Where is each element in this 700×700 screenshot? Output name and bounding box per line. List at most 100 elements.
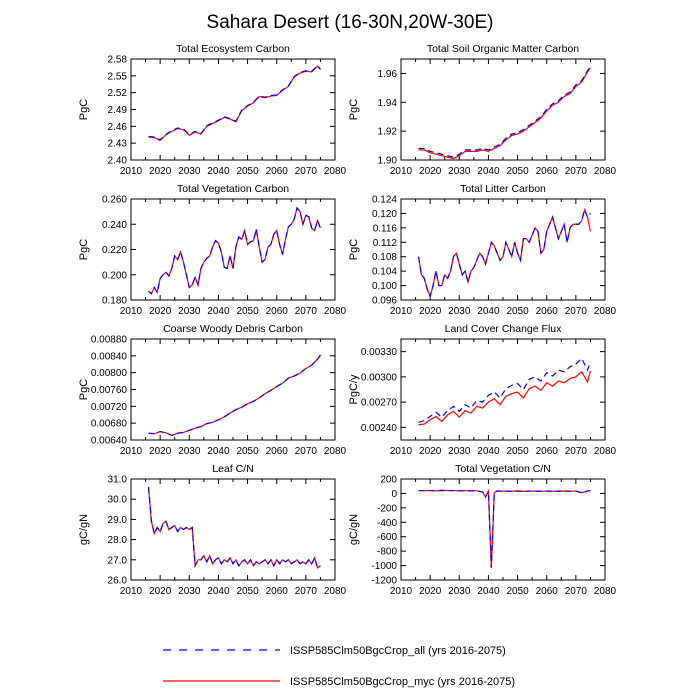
x-tick-label: 2030 — [178, 306, 201, 317]
y-tick-label: 200 — [380, 475, 397, 486]
plot-frame — [400, 198, 606, 301]
panel-title: Land Cover Change Flux — [445, 323, 562, 335]
x-tick-label: 2060 — [536, 166, 559, 177]
x-tick-label: 2060 — [266, 446, 289, 457]
series-line-all — [418, 357, 591, 423]
x-tick-label: 2020 — [149, 166, 172, 177]
y-tick-label: 1.92 — [378, 127, 398, 138]
y-tick-label: -200 — [377, 503, 397, 514]
x-tick-label: 2060 — [266, 306, 289, 317]
x-tick-label: 2010 — [390, 166, 413, 177]
y-tick-label: 0.120 — [372, 209, 397, 220]
series-line-myc — [147, 487, 321, 569]
panel-4: Coarse Woody Debris Carbon PgC 2010 2020 203… — [78, 323, 347, 457]
y-tick-label: 0.096 — [372, 296, 397, 307]
series-line-all — [418, 488, 591, 568]
x-tick-label: 2050 — [236, 586, 259, 597]
y-tick-label: 0.104 — [372, 267, 397, 278]
y-tick-label: -400 — [377, 518, 397, 529]
x-tick-label: 2060 — [266, 586, 289, 597]
panel-1: Total Soil Organic Matter Carbon PgC 2010 2… — [348, 43, 617, 177]
x-tick-label: 2010 — [120, 166, 143, 177]
panel-3: Total Litter Carbon PgC 2010 2020 2030 2040 20… — [348, 183, 617, 317]
panel-7: Total Vegetation C/N gC/gN 2010 2020 2030 204… — [348, 463, 617, 597]
x-tick-label: 2030 — [178, 166, 201, 177]
panel-title: Leaf C/N — [212, 463, 253, 475]
panel-0: Total Ecosystem Carbon PgC 2010 2020 2030 204… — [78, 43, 347, 177]
x-tick-label: 2010 — [390, 306, 413, 317]
x-tick-label: 2070 — [565, 166, 588, 177]
x-tick-label: 2070 — [565, 586, 588, 597]
x-tick-label: 2040 — [207, 586, 230, 597]
y-tick-label: 2.52 — [108, 88, 128, 99]
y-axis-label: PgC — [348, 99, 360, 120]
panel-6: Leaf C/N gC/gN 2010 2020 2030 2040 2050 2060 207… — [78, 463, 347, 597]
x-tick-label: 2050 — [236, 446, 259, 457]
plot-frame — [130, 198, 336, 301]
x-tick-label: 2080 — [594, 306, 617, 317]
y-axis-label: PgC — [78, 99, 90, 120]
x-tick-label: 2030 — [448, 586, 471, 597]
y-tick-label: 0.00800 — [91, 368, 128, 379]
series-line-myc — [418, 488, 591, 568]
y-tick-label: 0.00640 — [91, 436, 128, 447]
x-tick-label: 2010 — [120, 306, 143, 317]
y-tick-label: 0.220 — [102, 245, 127, 256]
y-tick-label: 2.40 — [108, 156, 128, 167]
figure-title: Sahara Desert (16-30N,20W-30E) — [207, 12, 494, 33]
series-line-all — [148, 64, 321, 141]
x-tick-label: 2050 — [506, 166, 529, 177]
y-tick-label: 0.260 — [102, 195, 127, 206]
y-tick-label: 2.43 — [108, 139, 128, 150]
y-tick-label: 0.112 — [373, 238, 398, 249]
y-tick-label: 2.55 — [108, 71, 128, 82]
x-tick-label: 2070 — [565, 446, 588, 457]
x-tick-label: 2020 — [419, 306, 442, 317]
x-tick-label: 2060 — [536, 446, 559, 457]
x-tick-label: 2030 — [448, 446, 471, 457]
panel-title: Total Litter Carbon — [460, 183, 546, 195]
panel-title: Total Vegetation Carbon — [177, 183, 289, 195]
x-tick-label: 2040 — [477, 306, 500, 317]
y-tick-label: -800 — [377, 547, 397, 558]
series-line-myc — [148, 206, 321, 295]
x-tick-label: 2030 — [178, 446, 201, 457]
panel-title: Total Vegetation C/N — [455, 463, 551, 475]
series-line-myc — [417, 207, 592, 299]
y-tick-label: 0.00840 — [91, 351, 128, 362]
panel-title: Total Ecosystem Carbon — [176, 43, 290, 55]
y-tick-label: 29.0 — [108, 515, 128, 526]
x-tick-label: 2010 — [120, 586, 143, 597]
x-tick-label: 2020 — [419, 166, 442, 177]
y-tick-label: 0.00330 — [361, 347, 398, 358]
x-tick-label: 2050 — [236, 306, 259, 317]
plot-frame — [130, 338, 336, 441]
y-tick-label: 0.00720 — [91, 402, 128, 413]
x-tick-label: 2060 — [266, 166, 289, 177]
x-tick-label: 2020 — [149, 586, 172, 597]
y-axis-label: gC/gN — [348, 514, 360, 545]
plot-frame — [400, 338, 606, 441]
y-tick-label: 2.49 — [108, 105, 128, 116]
x-tick-label: 2010 — [390, 446, 413, 457]
x-tick-label: 2070 — [565, 306, 588, 317]
x-tick-label: 2040 — [477, 586, 500, 597]
x-tick-label: 2050 — [236, 166, 259, 177]
x-tick-label: 2050 — [506, 446, 529, 457]
x-tick-label: 2080 — [594, 446, 617, 457]
x-tick-label: 2020 — [149, 306, 172, 317]
x-tick-label: 2030 — [448, 166, 471, 177]
x-tick-label: 2060 — [536, 306, 559, 317]
x-tick-label: 2070 — [295, 166, 318, 177]
y-tick-label: 1.96 — [378, 69, 398, 80]
x-tick-label: 2020 — [419, 586, 442, 597]
y-axis-label: gC/gN — [78, 514, 90, 545]
x-tick-label: 2050 — [506, 306, 529, 317]
legend-label-all: ISSP585Clm50BgcCrop_all (yrs 2016-2075) — [290, 645, 506, 657]
x-tick-label: 2040 — [477, 166, 500, 177]
y-tick-label: 0.116 — [373, 223, 398, 234]
y-tick-label: 0.00270 — [361, 398, 398, 409]
y-tick-label: 0.180 — [102, 296, 127, 307]
plot-frame — [400, 58, 606, 161]
